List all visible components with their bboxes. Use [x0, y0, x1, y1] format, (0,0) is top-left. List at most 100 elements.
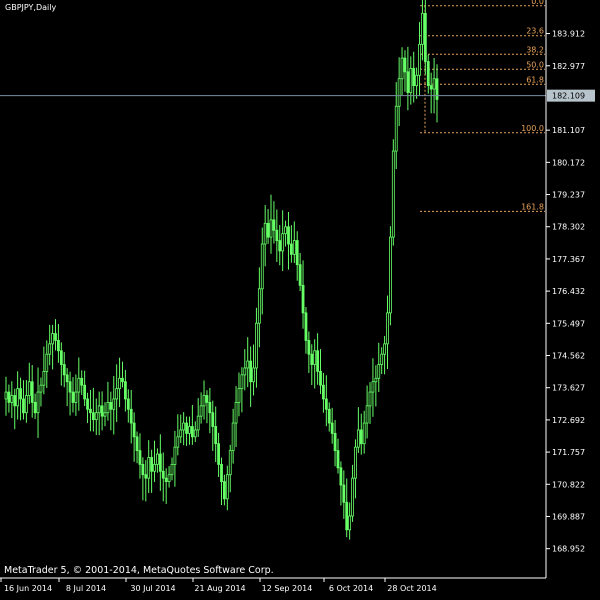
candle: [389, 226, 392, 326]
candle: [65, 368, 69, 407]
candle-body: [193, 429, 197, 438]
candle-body: [391, 150, 395, 238]
candle-body: [10, 395, 14, 403]
candle: [295, 231, 299, 281]
candle-body: [30, 381, 34, 403]
candle: [77, 357, 81, 411]
candle: [112, 376, 116, 435]
candle: [59, 342, 63, 386]
candle-body: [158, 453, 162, 472]
candle-body: [59, 350, 63, 365]
candle: [354, 439, 357, 499]
candle-body: [4, 391, 8, 400]
candle: [383, 335, 386, 375]
candle: [33, 393, 37, 419]
y-tick-label: 176.432: [552, 287, 585, 296]
candle: [97, 391, 101, 436]
y-tick-label: 181.107: [552, 126, 585, 135]
candle-body: [33, 402, 37, 414]
candle: [196, 398, 200, 437]
candle: [359, 413, 363, 455]
candle-body: [324, 398, 328, 410]
candle-body: [310, 353, 314, 365]
candle: [240, 367, 244, 413]
candle-body: [170, 463, 174, 476]
candle: [415, 67, 419, 99]
candle: [118, 357, 121, 408]
candle: [356, 407, 360, 453]
y-tick-label: 169.887: [552, 512, 585, 521]
candle: [263, 205, 267, 267]
candle: [377, 342, 381, 392]
candle: [292, 221, 296, 263]
candle: [106, 381, 110, 421]
candle: [423, 0, 427, 75]
candle: [252, 344, 255, 396]
candle-body: [418, 43, 421, 76]
axes: [0, 0, 547, 579]
candle-body: [74, 391, 78, 403]
candle-body: [68, 381, 72, 393]
candle: [74, 374, 78, 416]
candle: [179, 414, 183, 444]
candle: [307, 331, 311, 373]
candle: [269, 194, 273, 254]
candle-body: [330, 422, 334, 434]
candle-body: [161, 470, 165, 479]
candle-body: [339, 467, 343, 486]
y-tick-label: 170.822: [552, 480, 585, 489]
candle-body: [112, 398, 116, 410]
current-price-label: 182.109: [552, 92, 585, 101]
candle: [30, 365, 34, 418]
candle-body: [304, 312, 308, 341]
candle: [36, 367, 40, 438]
candle: [412, 51, 416, 103]
candle: [141, 457, 145, 501]
candle-body: [144, 474, 148, 479]
candle: [94, 398, 98, 436]
candle: [435, 64, 439, 123]
candle: [348, 502, 352, 540]
candle: [374, 365, 378, 407]
candle: [188, 416, 191, 445]
candle: [121, 361, 124, 388]
fib-level-label: 161.8: [521, 202, 544, 211]
candle-body: [22, 398, 25, 414]
candle: [13, 388, 17, 430]
candle-body: [24, 395, 28, 414]
candle-body: [409, 68, 413, 93]
candle-body: [94, 412, 98, 421]
candle-body: [400, 57, 404, 80]
candle: [406, 46, 410, 111]
candle: [138, 433, 142, 479]
candle-body: [345, 501, 349, 531]
candle-body: [243, 367, 247, 376]
candle-body: [397, 78, 401, 107]
candle: [19, 377, 22, 421]
y-tick-label: 178.302: [552, 223, 585, 232]
candle: [10, 381, 14, 419]
candle-body: [371, 381, 375, 393]
candle-body: [284, 226, 287, 235]
candle: [147, 440, 151, 494]
fib-level-label: 38.2: [526, 45, 544, 54]
candle-body: [368, 391, 372, 407]
x-tick-label: 8 Jul 2014: [66, 584, 106, 593]
candle-body: [129, 408, 133, 424]
candle-body: [423, 12, 427, 62]
y-tick-label: 177.367: [552, 255, 585, 264]
candle-body: [287, 226, 290, 245]
candle: [287, 211, 290, 270]
candle: [199, 392, 203, 424]
candle: [397, 57, 401, 127]
candle: [170, 457, 174, 481]
candle: [249, 346, 253, 407]
y-tick-label: 174.562: [552, 352, 585, 361]
candle: [345, 478, 349, 538]
x-axis-ticks: 16 Jun 2014 8 Jul 2014 30 Jul 2014 21 Aug 2…: [0, 578, 437, 593]
candle: [362, 410, 366, 454]
candle: [185, 416, 188, 446]
candle-body: [313, 350, 317, 365]
candle-body: [220, 463, 223, 482]
